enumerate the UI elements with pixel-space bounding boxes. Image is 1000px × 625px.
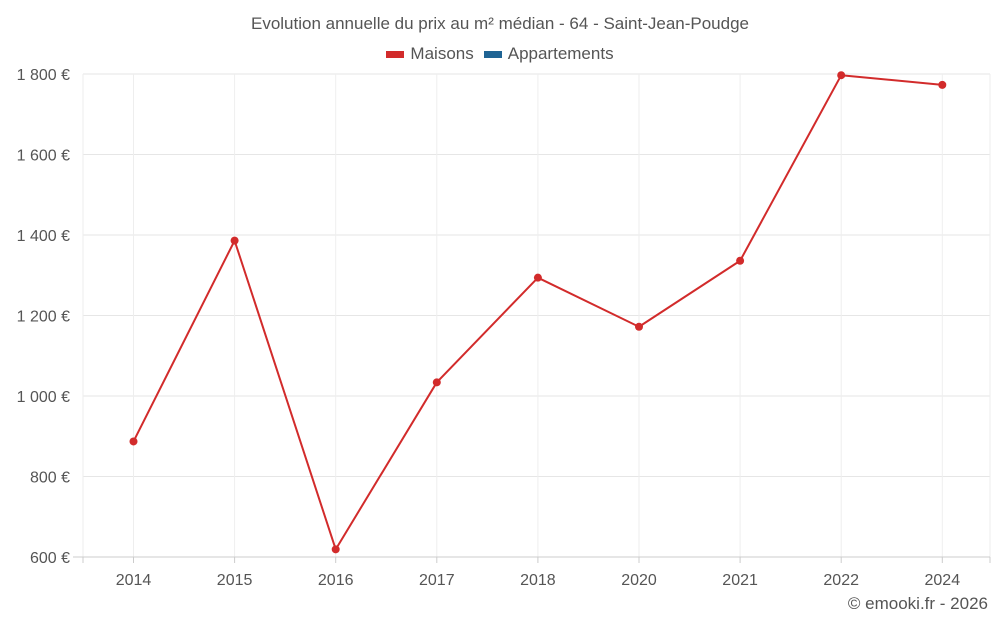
x-tick-label: 2022	[823, 572, 859, 589]
x-tick-label: 2017	[419, 572, 455, 589]
legend-item-maisons[interactable]: Maisons	[386, 44, 474, 64]
x-tick-label: 2020	[621, 572, 657, 589]
chart-title: Evolution annuelle du prix au m² médian …	[250, 14, 749, 33]
data-point	[331, 545, 340, 554]
x-tick-label: 2018	[520, 572, 556, 589]
data-point	[635, 322, 643, 331]
x-tick-label: 2021	[722, 572, 758, 589]
legend-swatch-appartements	[483, 50, 502, 58]
legend-item-appartements[interactable]: Appartements	[483, 44, 614, 64]
y-tick-label: 1 600 €	[17, 148, 70, 165]
y-tick-label: 1 800 €	[17, 67, 70, 84]
x-tick-label: 2014	[116, 572, 152, 589]
y-tick-label: 600 €	[30, 550, 70, 567]
data-point	[432, 378, 441, 387]
data-point	[230, 236, 239, 245]
y-tick-label: 1 000 €	[17, 389, 70, 406]
data-point	[736, 256, 745, 265]
y-tick-label: 1 200 €	[17, 309, 70, 326]
data-point	[129, 437, 138, 446]
y-tick-label: 1 400 €	[17, 228, 70, 245]
data-point	[837, 71, 846, 80]
legend-label-maisons: Maisons	[410, 44, 474, 63]
legend-label-appartements: Appartements	[507, 44, 614, 63]
legend-swatch-maisons	[386, 50, 405, 58]
x-tick-label: 2024	[925, 572, 961, 589]
x-tick-label: 2015	[217, 572, 253, 589]
y-tick-label: 800 €	[30, 470, 70, 487]
data-point	[938, 80, 947, 89]
x-tick-label: 2016	[318, 572, 354, 589]
credit-text: © emooki.fr - 2026	[847, 594, 988, 613]
data-point	[533, 273, 542, 282]
chart-legend: Maisons Appartements	[0, 44, 1000, 64]
